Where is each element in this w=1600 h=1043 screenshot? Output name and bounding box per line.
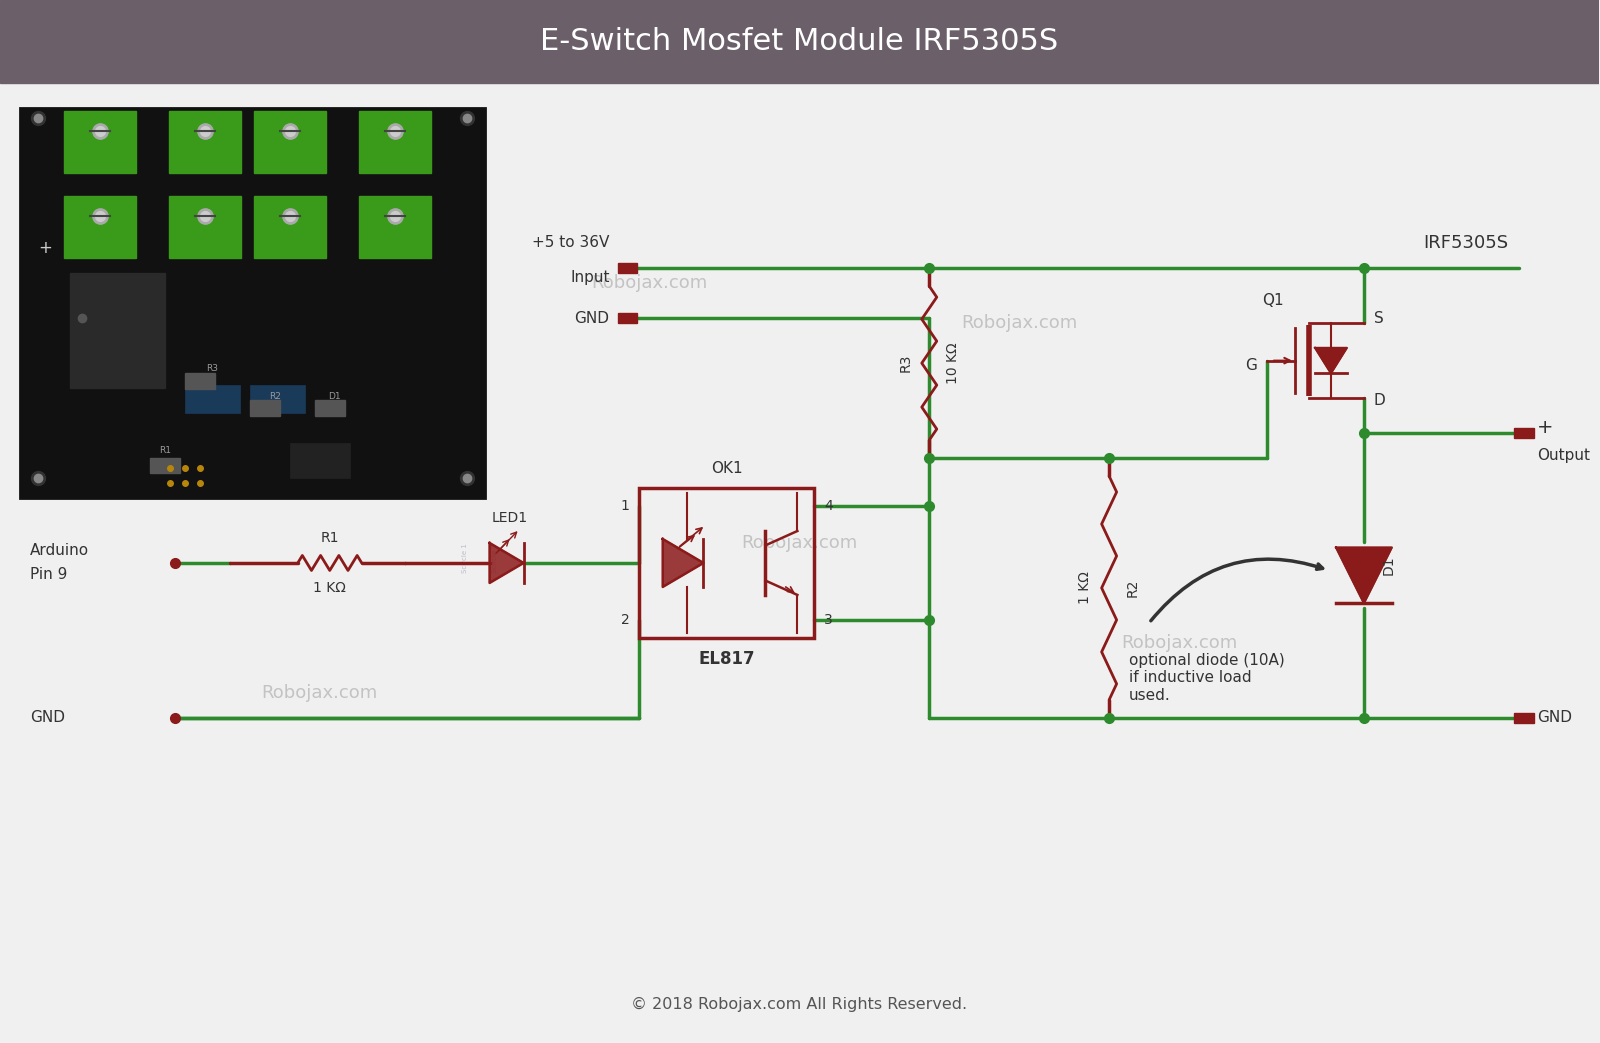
Bar	[250, 385, 304, 413]
Text: optional diode (10A)
if inductive load
used.: optional diode (10A) if inductive load u…	[1130, 653, 1285, 703]
Text: IRF5305S: IRF5305S	[1424, 235, 1509, 252]
Text: R3: R3	[898, 354, 912, 372]
Bar	[358, 196, 430, 259]
Bar	[70, 273, 165, 388]
Polygon shape	[1336, 548, 1392, 604]
Text: +5 to 36V: +5 to 36V	[533, 236, 610, 250]
Text: Output: Output	[1536, 447, 1590, 462]
Text: 1 KΩ: 1 KΩ	[314, 581, 346, 595]
Bar	[170, 112, 242, 173]
Bar	[254, 112, 326, 173]
Bar	[186, 385, 240, 413]
Bar	[315, 401, 344, 416]
Text: G: G	[1245, 358, 1258, 373]
Bar	[250, 401, 280, 416]
Text: 3: 3	[824, 613, 834, 627]
Bar	[640, 488, 814, 638]
Bar	[618, 313, 637, 323]
Text: R1: R1	[158, 446, 171, 455]
Bar	[290, 443, 350, 478]
Bar	[358, 112, 430, 173]
Text: Arduino: Arduino	[30, 543, 90, 558]
Bar	[618, 263, 637, 273]
Text: Robojax.com: Robojax.com	[1122, 634, 1237, 652]
Bar	[1514, 428, 1534, 438]
Text: Q1: Q1	[1262, 293, 1283, 308]
Text: D: D	[1374, 392, 1386, 408]
Text: 10 KΩ: 10 KΩ	[946, 342, 960, 384]
Bar	[254, 196, 326, 259]
Text: 1 KΩ: 1 KΩ	[1078, 572, 1093, 604]
Bar	[19, 108, 485, 498]
Text: 2: 2	[621, 613, 629, 627]
Text: Input: Input	[570, 270, 610, 285]
Text: Pin 9: Pin 9	[30, 567, 67, 582]
Bar	[170, 196, 242, 259]
Text: GND: GND	[30, 710, 66, 725]
Text: Robojax.com: Robojax.com	[741, 534, 858, 552]
Bar	[64, 196, 136, 259]
Bar	[186, 373, 214, 389]
Text: Scircle 2: Scircle 2	[491, 543, 498, 573]
Text: R2: R2	[269, 392, 280, 402]
Text: R1: R1	[320, 531, 339, 545]
Text: D1: D1	[1382, 556, 1395, 576]
Text: GND: GND	[1536, 710, 1571, 725]
Text: R3: R3	[206, 364, 218, 373]
Polygon shape	[1315, 347, 1347, 373]
Bar	[1514, 712, 1534, 723]
Text: 1: 1	[621, 499, 629, 513]
Text: EL817: EL817	[699, 650, 755, 668]
Text: Robojax.com: Robojax.com	[962, 314, 1077, 332]
Text: Robojax.com: Robojax.com	[592, 274, 707, 292]
Text: R2: R2	[1126, 579, 1141, 598]
Text: Scircle 1: Scircle 1	[462, 543, 467, 573]
Text: Robojax.com: Robojax.com	[262, 684, 378, 702]
Polygon shape	[662, 539, 704, 587]
Text: GND: GND	[574, 311, 610, 325]
Bar	[150, 458, 179, 474]
Text: © 2018 Robojax.com All Rights Reserved.: © 2018 Robojax.com All Rights Reserved.	[632, 997, 968, 1012]
Text: S: S	[1374, 311, 1384, 325]
Text: +: +	[38, 239, 51, 258]
Text: 4: 4	[824, 499, 834, 513]
Text: E-Switch Mosfet Module IRF5305S: E-Switch Mosfet Module IRF5305S	[541, 27, 1059, 56]
Bar	[64, 112, 136, 173]
Text: LED1: LED1	[491, 511, 528, 525]
Text: D1: D1	[328, 392, 341, 402]
Bar	[0, 0, 1598, 83]
Text: OK1: OK1	[710, 461, 742, 476]
Polygon shape	[490, 543, 523, 583]
Text: +: +	[1536, 417, 1554, 437]
